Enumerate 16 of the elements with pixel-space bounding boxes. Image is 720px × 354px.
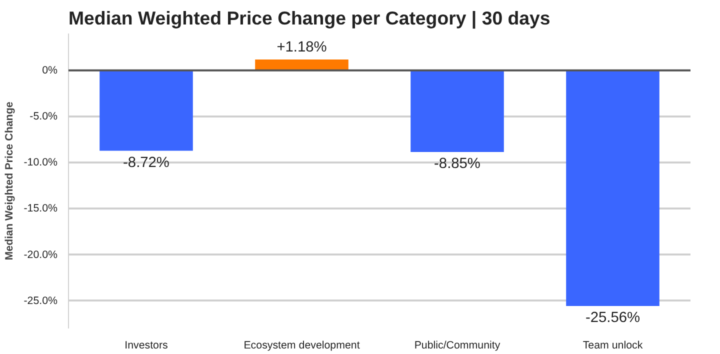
- data-label: +1.18%: [276, 39, 327, 56]
- data-label: -25.56%: [585, 310, 640, 326]
- y-tick-label: 0%: [42, 64, 58, 76]
- y-tick-label: -25.0%: [24, 294, 58, 307]
- chart-title: Median Weighted Price Change per Category | 30 days: [68, 8, 550, 30]
- data-label: -8.85%: [434, 156, 480, 172]
- data-label: -8.72%: [123, 154, 170, 171]
- x-tick-label: Investors: [124, 340, 168, 352]
- x-tick-label: Public/Community: [414, 340, 501, 352]
- y-tick-label: -15.0%: [24, 202, 58, 215]
- y-tick-label: -5.0%: [30, 110, 58, 122]
- y-axis-title: Median Weighted Price Change: [4, 102, 16, 260]
- y-tick-label: -10.0%: [24, 156, 58, 169]
- x-tick-label: Team unlock: [582, 340, 644, 352]
- y-tick-label: -20.0%: [24, 248, 58, 261]
- x-tick-label: Ecosystem development: [244, 340, 360, 352]
